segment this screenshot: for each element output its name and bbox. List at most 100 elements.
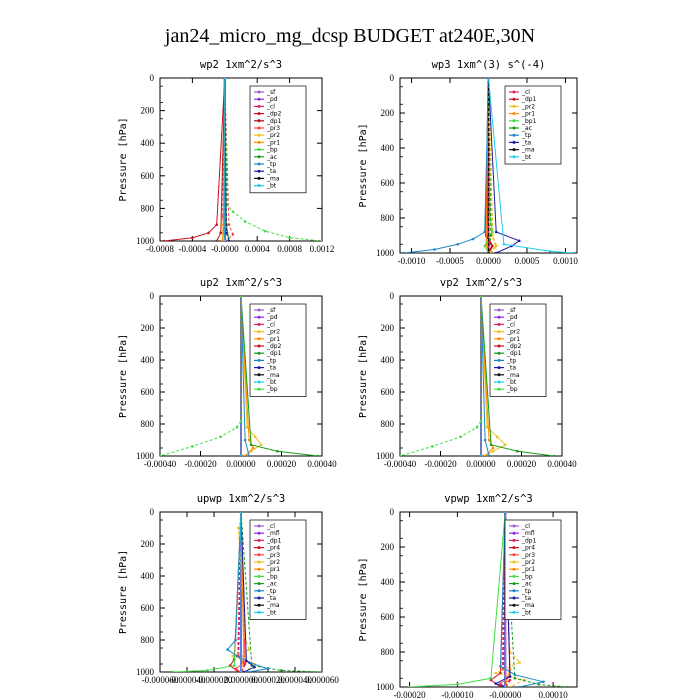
series-point [408,685,411,687]
series-point [479,296,483,298]
series-point [479,454,483,456]
x-tick-label: -0.000020 [196,675,233,685]
legend-marker [512,148,516,152]
legend-marker [257,574,261,578]
legend-label: _sf [266,89,276,96]
series-point [219,231,223,235]
series-point [259,443,263,447]
series-point [518,661,521,664]
legend: _sf_pd_cl_dp2_dp1_pr3_pr2_pr1_bp_ac_tp_t… [249,85,307,194]
series-line-bp [160,296,242,456]
legend-marker [512,524,516,528]
legend-marker [512,531,516,535]
y-tick-label: 400 [381,355,395,365]
x-tick-label: 0.00040 [307,459,337,469]
legend-marker [497,358,501,362]
series-point [205,669,209,672]
legend-marker [257,104,261,108]
x-tick-label: 0.0005 [515,256,540,266]
series-point [508,678,512,682]
series-point [239,454,243,456]
series-line-pr3 [234,512,246,672]
series-point [242,670,245,672]
legend-marker [257,140,261,144]
series-point [483,230,486,234]
y-tick-label: 1000 [136,451,155,461]
x-tick-label: 0.000000 [224,675,258,685]
chart-title: wp2 1xm^2/s^3 [200,59,282,71]
chart-title: vpwp 1xm^2/s^3 [444,493,533,505]
series-point [479,419,483,423]
legend-marker [257,380,261,384]
legend-marker [512,589,516,593]
legend-label: _pr4 [521,545,535,552]
series-point [495,435,499,439]
y-tick-label: 600 [141,603,155,613]
series-line-tp [403,78,489,253]
legend-marker [257,90,261,94]
figure-title: jan24_micro_mg_dcsp BUDGET at240E,30N [164,25,535,47]
y-axis-label: Pressure [hPa] [358,123,369,207]
x-tick-label: -0.0000 [211,244,239,254]
series-point [280,669,283,672]
legend-marker [257,589,261,593]
legend-marker [512,140,516,144]
series-line-pr3 [224,78,234,241]
y-tick-label: 0 [150,73,155,83]
series-point [247,648,251,651]
y-axis-label: Pressure [hPa] [118,550,129,634]
legend-label: _ta [521,139,531,146]
x-tick-label: 0.00010 [538,690,568,700]
y-tick-label: 800 [381,647,395,657]
legend-marker [497,373,501,377]
legend-marker [512,546,516,550]
series-point [221,223,225,226]
y-tick-label: 200 [381,108,395,118]
legend-label: _ac [266,581,277,588]
series-point [494,671,497,675]
series-point [508,685,512,687]
legend-label: _ac [521,581,532,588]
series-point [160,454,162,456]
legend-marker [512,567,516,571]
legend-label: _tp [506,357,516,364]
legend-marker [257,553,261,557]
series-point [494,682,497,685]
series-point [456,242,460,246]
legend-label: _dp1 [266,537,282,544]
series-point [264,229,267,233]
series-point [489,234,493,237]
legend-label: _tp [266,161,276,168]
legend-label: _ta [266,168,276,175]
legend-marker [512,90,516,94]
series-point [227,239,231,241]
x-tick-label: -0.000060 [142,675,179,685]
y-tick-label: 200 [381,323,395,333]
series-point [253,665,256,669]
series-point [494,244,498,248]
series-group [402,78,575,253]
y-tick-label: 1000 [136,667,155,677]
series-line-dp2 [164,78,226,241]
series-point [491,230,494,234]
series-line-dp1 [240,296,319,456]
chart-panel-4: vp2 1xm^2/s^3 0 200 400 600 800 1000-0.00040 -0… [358,277,577,469]
x-tick-label: -0.00020 [184,459,217,469]
series-line-pr2 [240,296,263,456]
legend-marker [497,387,501,391]
legend-label: _pd [266,314,278,321]
series-point [400,454,402,456]
series-point [485,425,489,429]
series-point [491,449,495,453]
plot-frame [159,77,323,242]
x-tick-label: 0.00020 [507,459,537,469]
series-point [487,454,491,456]
x-tick-label: -0.00040 [144,459,177,469]
series-point [571,251,575,253]
series-point [235,425,239,429]
legend: _cl_dp1_pr2_pr1_bp1_ac_tp_ta_ma_bt [504,85,562,165]
legend-label: _bp1 [521,118,537,125]
y-tick-label: 1000 [376,451,395,461]
legend-label: _pr4 [266,545,280,552]
series-point [235,654,239,658]
